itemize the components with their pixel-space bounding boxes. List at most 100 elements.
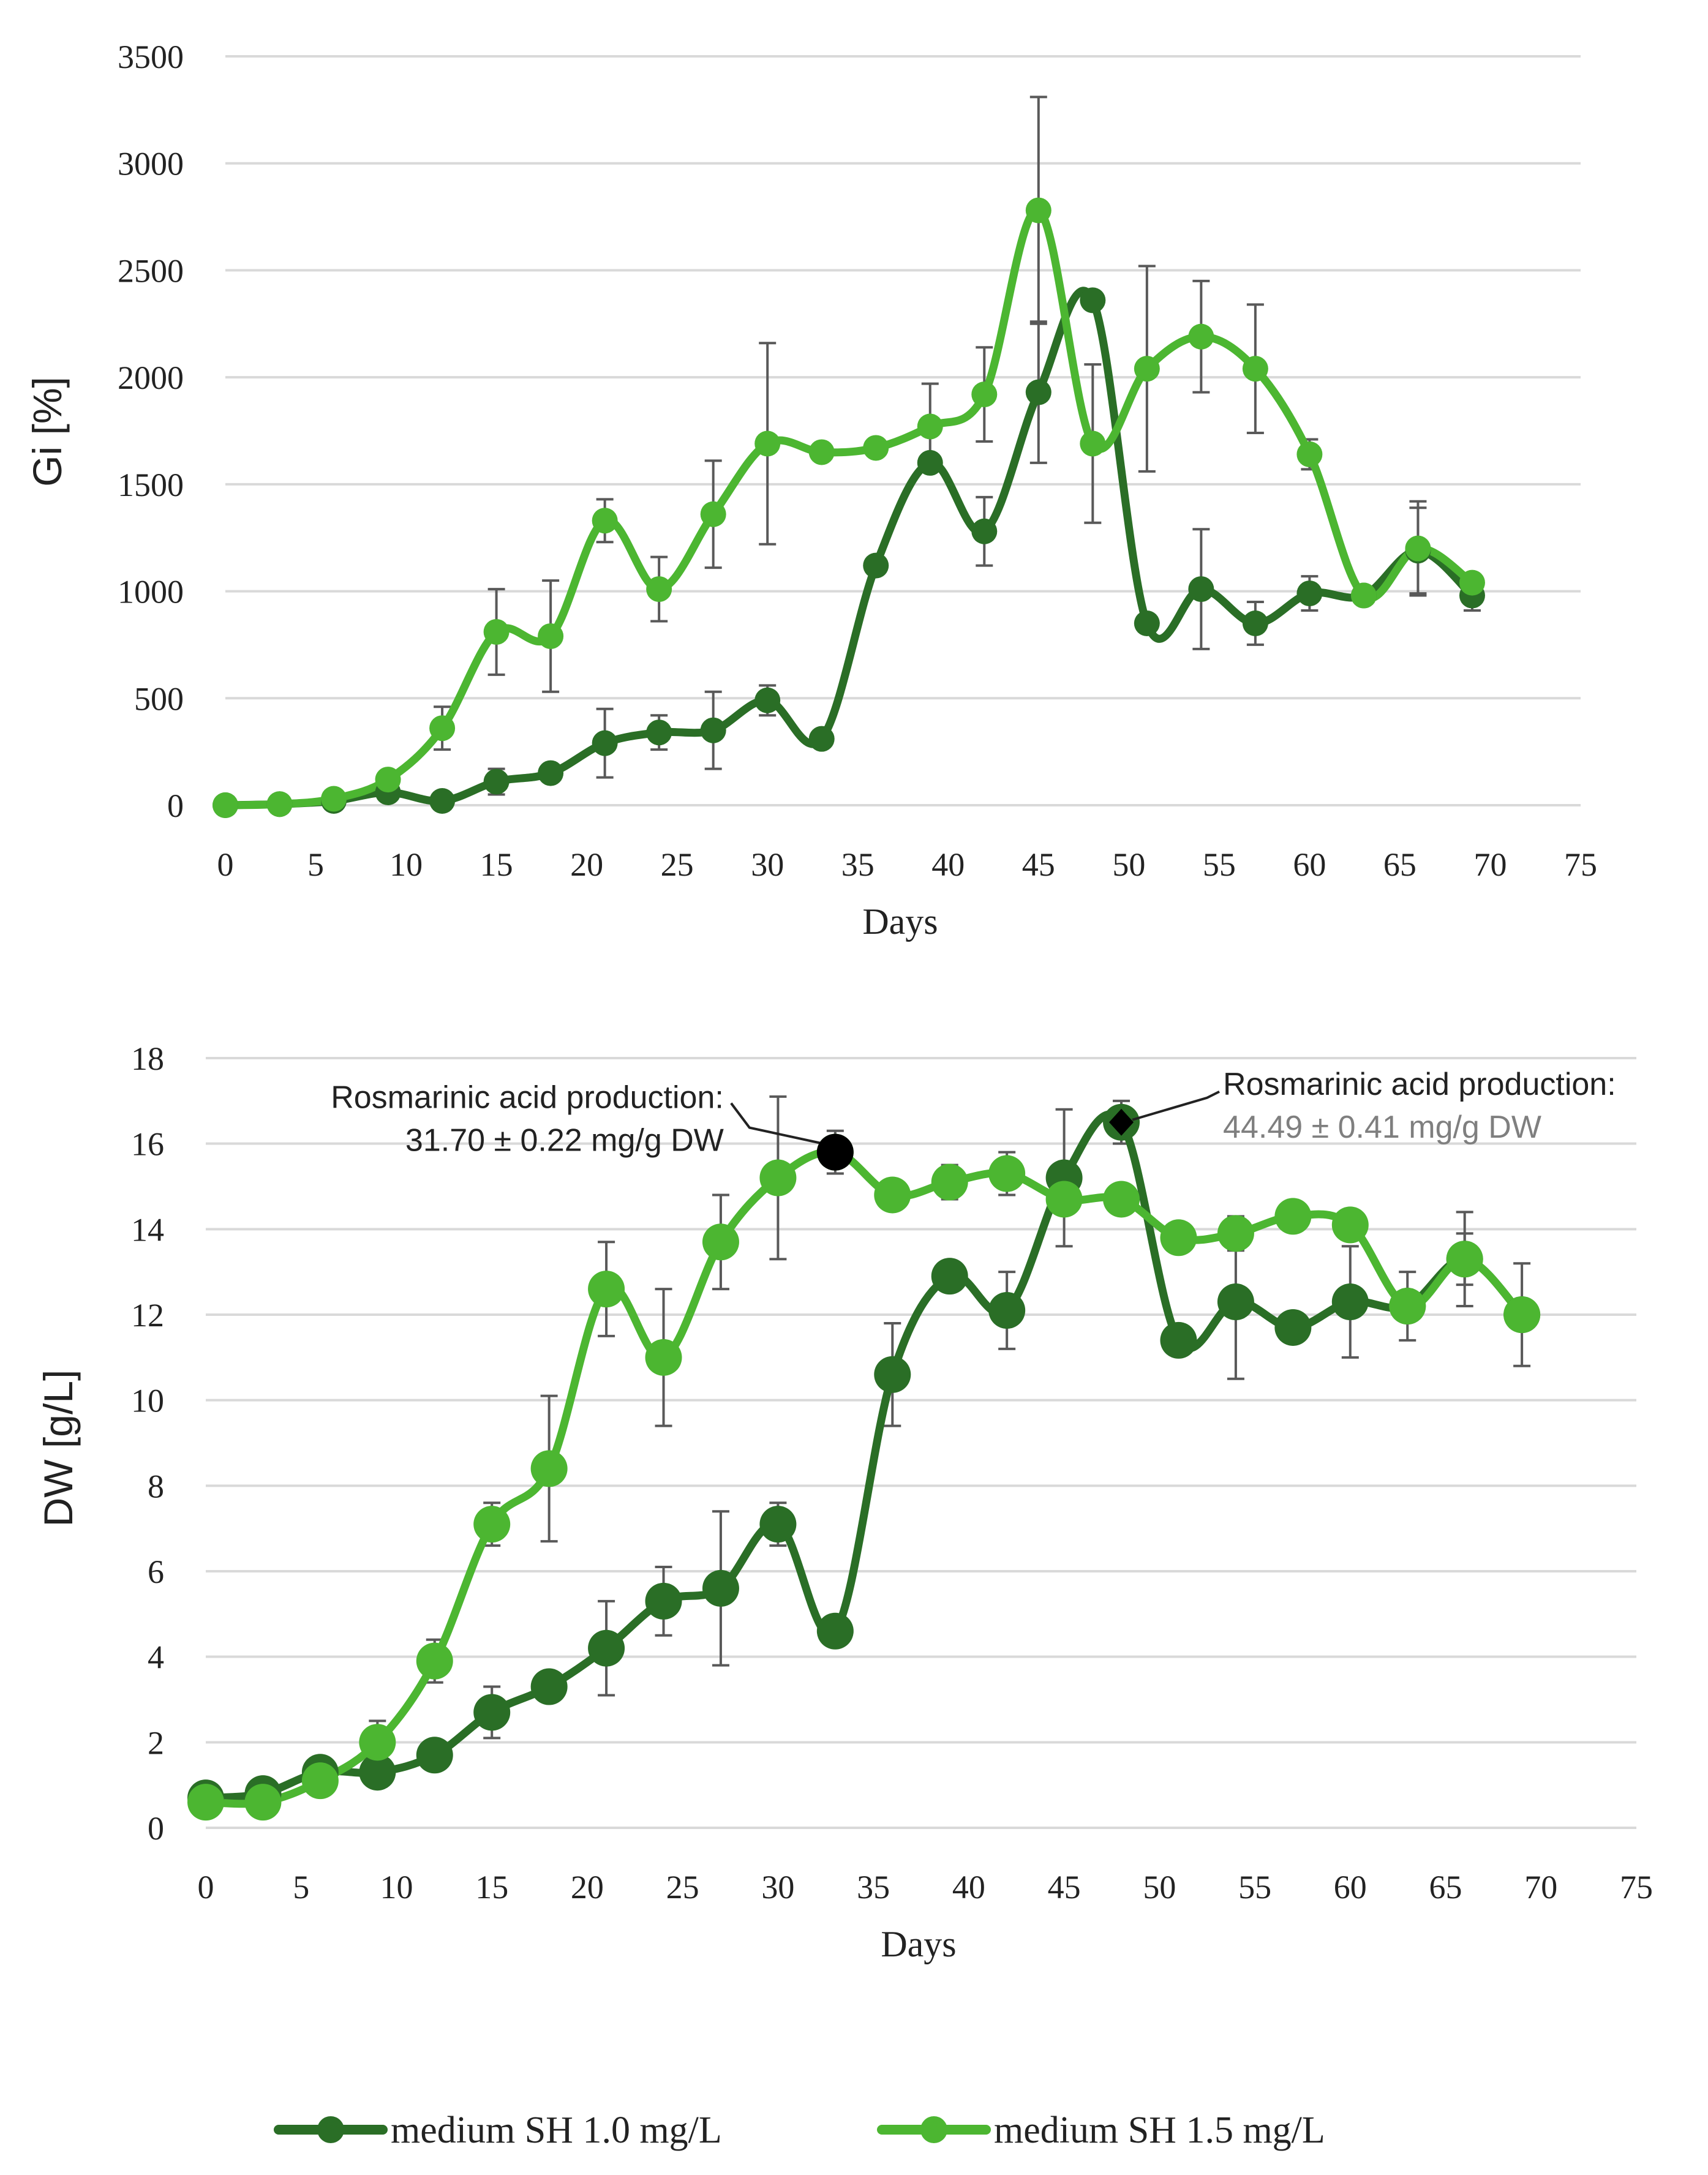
gi-data-points: [213, 197, 1485, 818]
gi-point-medium-sh-1-5-mg-l: [483, 618, 510, 645]
annotation-1-line-2: 31.70 ± 0.22 mg/g DW: [405, 1123, 724, 1159]
dw-x-tick-label: 60: [1334, 1869, 1367, 1906]
dw-x-tick-label: 10: [380, 1869, 413, 1906]
dw-point-medium-sh-1-0-mg-l: [473, 1694, 511, 1731]
dw-point-medium-sh-1-5-mg-l: [416, 1642, 453, 1680]
dw-point-medium-sh-1-0-mg-l: [1217, 1283, 1254, 1321]
annotation-marker-diamond: [1109, 1108, 1134, 1136]
dw-point-medium-sh-1-0-mg-l: [530, 1668, 568, 1705]
gi-x-tick-label: 45: [1022, 846, 1055, 883]
dw-point-medium-sh-1-5-mg-l: [1103, 1181, 1140, 1218]
dw-point-medium-sh-1-5-mg-l: [645, 1339, 682, 1376]
gi-point-medium-sh-1-5-mg-l: [1405, 535, 1431, 562]
gi-point-medium-sh-1-5-mg-l: [646, 576, 672, 603]
dw-point-medium-sh-1-0-mg-l: [1160, 1321, 1197, 1359]
gi-point-medium-sh-1-0-mg-l: [1080, 287, 1106, 314]
gi-x-tick-label: 10: [389, 846, 423, 883]
dw-x-tick-label: 70: [1524, 1869, 1557, 1906]
dw-y-tick-label: 2: [148, 1724, 164, 1761]
gi-point-medium-sh-1-5-mg-l: [754, 430, 781, 457]
legend-swatch-marker-sh-1-5: [920, 2116, 947, 2143]
gi-point-medium-sh-1-5-mg-l: [1134, 356, 1160, 382]
gi-point-medium-sh-1-0-mg-l: [429, 788, 456, 814]
dw-x-tick-labels: 0 5 10 15 20 25 30 35 40 45 50 55 60 65 70 75: [198, 1869, 1653, 1906]
dw-chart: 0 2 4 6 8 10 12 14 16 18 0 5 10 15 20 25 30 35 40 45 50 55 60…: [36, 1040, 1653, 1964]
gi-point-medium-sh-1-5-mg-l: [700, 501, 726, 527]
dw-x-tick-label: 20: [571, 1869, 604, 1906]
dw-point-medium-sh-1-0-mg-l: [588, 1629, 625, 1667]
dw-data-points: [187, 1103, 1541, 1821]
gi-point-medium-sh-1-5-mg-l: [1459, 569, 1485, 596]
gi-point-medium-sh-1-5-mg-l: [863, 435, 889, 461]
dw-point-medium-sh-1-5-mg-l: [359, 1724, 396, 1761]
gi-point-medium-sh-1-0-mg-l: [1134, 610, 1160, 636]
dw-point-medium-sh-1-5-mg-l: [588, 1271, 625, 1308]
dw-point-medium-sh-1-0-mg-l: [416, 1737, 453, 1774]
annotation-marker-circle: [816, 1133, 854, 1171]
dw-point-medium-sh-1-5-mg-l: [1331, 1206, 1369, 1244]
gi-x-tick-label: 65: [1383, 846, 1416, 883]
annotation-2-line-2: 44.49 ± 0.41 mg/g DW: [1223, 1110, 1541, 1145]
dw-x-tick-label: 30: [761, 1869, 794, 1906]
gi-y-tick-label: 1000: [118, 574, 184, 610]
legend-label-sh-1-0: medium SH 1.0 mg/L: [391, 2109, 722, 2151]
gi-point-medium-sh-1-0-mg-l: [1242, 610, 1268, 636]
gi-x-tick-labels: 0 5 10 15 20 25 30 35 40 45 50 55 60 65 70 75: [217, 846, 1598, 883]
gi-point-medium-sh-1-5-mg-l: [1350, 582, 1377, 609]
annotation-leader-line-1: [730, 1102, 824, 1145]
dw-y-tick-label: 0: [148, 1810, 164, 1847]
legend-swatch-marker-sh-1-0: [317, 2116, 344, 2143]
dw-x-tick-label: 50: [1143, 1869, 1176, 1906]
dw-y-tick-label: 12: [131, 1297, 164, 1334]
annotation-1-line-1: Rosmarinic acid production:: [331, 1080, 724, 1116]
dw-point-medium-sh-1-5-mg-l: [931, 1163, 968, 1201]
dw-y-tick-label: 6: [148, 1553, 164, 1590]
gi-point-medium-sh-1-0-mg-l: [1188, 576, 1214, 603]
dw-x-tick-label: 35: [857, 1869, 890, 1906]
gi-point-medium-sh-1-0-mg-l: [538, 760, 564, 786]
gi-point-medium-sh-1-5-mg-l: [917, 413, 943, 440]
dw-x-tick-label: 45: [1048, 1869, 1081, 1906]
gi-point-medium-sh-1-0-mg-l: [700, 717, 726, 743]
dw-point-medium-sh-1-0-mg-l: [931, 1258, 968, 1295]
dw-point-medium-sh-1-0-mg-l: [816, 1612, 854, 1650]
gi-y-tick-labels: 0 500 1000 1500 2000 2500 3000 3500: [118, 39, 184, 824]
dw-point-medium-sh-1-0-mg-l: [645, 1582, 682, 1620]
dw-point-medium-sh-1-5-mg-l: [301, 1762, 339, 1800]
dw-x-tick-label: 0: [198, 1869, 214, 1906]
gi-point-medium-sh-1-5-mg-l: [592, 508, 618, 534]
annotation-leader-line-2: [1132, 1090, 1220, 1121]
gi-point-medium-sh-1-5-mg-l: [213, 792, 238, 818]
gi-point-medium-sh-1-0-mg-l: [646, 719, 672, 746]
gi-x-tick-label: 0: [217, 846, 234, 883]
dw-y-tick-label: 16: [131, 1126, 164, 1163]
dw-y-tick-labels: 0 2 4 6 8 10 12 14 16 18: [131, 1040, 164, 1847]
legend-item-sh-1-0: medium SH 1.0 mg/L: [274, 2109, 722, 2151]
gi-x-tick-label: 50: [1112, 846, 1145, 883]
gi-y-tick-label: 2000: [118, 359, 184, 396]
dw-point-medium-sh-1-5-mg-l: [1160, 1219, 1197, 1257]
dw-point-medium-sh-1-5-mg-l: [988, 1155, 1026, 1192]
gi-line-medium-sh-1-5-mg-l: [221, 206, 1477, 810]
gi-x-tick-label: 25: [661, 846, 694, 883]
gi-point-medium-sh-1-0-mg-l: [1025, 379, 1052, 405]
legend: medium SH 1.0 mg/L medium SH 1.5 mg/L: [274, 2109, 1325, 2151]
gi-x-tick-label: 5: [307, 846, 324, 883]
dw-point-medium-sh-1-0-mg-l: [874, 1356, 911, 1393]
gi-y-tick-label: 500: [134, 680, 184, 717]
gi-point-medium-sh-1-5-mg-l: [1025, 197, 1052, 224]
gi-chart: 0 500 1000 1500 2000 2500 3000 3500 0 5 10 15 20 25 3…: [24, 39, 1597, 942]
gi-point-medium-sh-1-5-mg-l: [1080, 430, 1106, 457]
dw-point-medium-sh-1-5-mg-l: [1274, 1198, 1312, 1235]
gi-point-medium-sh-1-5-mg-l: [1296, 441, 1323, 467]
dw-point-medium-sh-1-0-mg-l: [988, 1292, 1026, 1329]
gi-point-medium-sh-1-5-mg-l: [971, 381, 998, 408]
dw-y-tick-label: 8: [148, 1468, 164, 1504]
dw-x-tick-label: 40: [952, 1869, 985, 1906]
gi-point-medium-sh-1-5-mg-l: [1242, 356, 1268, 382]
gi-x-tick-label: 55: [1203, 846, 1236, 883]
gi-point-medium-sh-1-5-mg-l: [375, 767, 401, 793]
dw-x-tick-label: 25: [666, 1869, 699, 1906]
gi-y-axis-title: Gi [%]: [24, 377, 70, 487]
